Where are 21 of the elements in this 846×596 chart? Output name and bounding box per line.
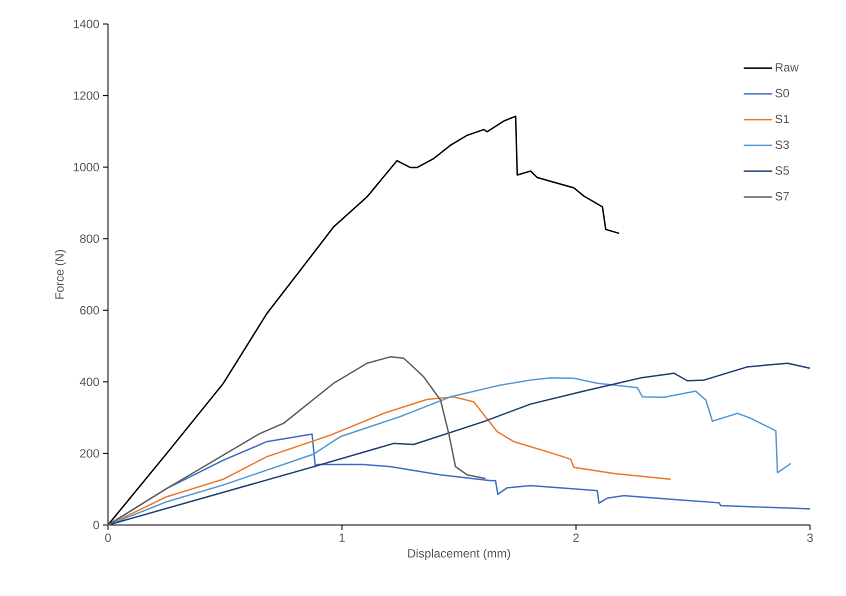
y-tick-label: 1000 (74, 162, 100, 172)
x-tick-label: 2 (573, 534, 579, 542)
legend-label: S7 (775, 192, 789, 200)
y-tick-label: 0 (93, 520, 100, 530)
x-tick-label: 0 (105, 534, 111, 542)
y-tick-label: 1400 (74, 20, 100, 28)
legend-label: Raw (776, 63, 799, 72)
y-axis-title: Force (N) (54, 250, 66, 299)
y-tick-label: 600 (80, 306, 100, 315)
y-tick-label: 400 (80, 378, 100, 386)
y-tick-label: 1200 (74, 91, 100, 100)
legend-label: S1 (775, 114, 789, 124)
legend-label: S0 (775, 88, 789, 98)
legend-label: S3 (775, 140, 789, 149)
legend-label: S5 (775, 166, 789, 175)
y-tick-label: 800 (80, 234, 100, 243)
x-axis-title: Displacement (mm) (408, 548, 510, 560)
x-tick-label: 3 (807, 534, 813, 542)
y-tick-label: 200 (80, 449, 100, 458)
line-series (107, 356, 486, 526)
x-tick-label: 1 (340, 534, 345, 542)
